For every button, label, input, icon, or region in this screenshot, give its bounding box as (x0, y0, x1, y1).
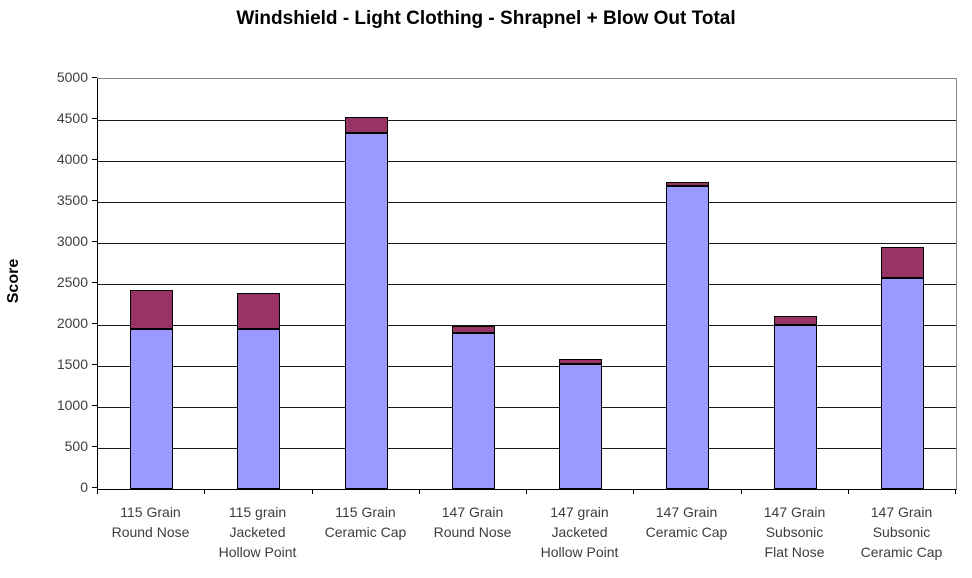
y-tick-label: 500 (64, 438, 88, 454)
bar-segment-maroon (237, 293, 280, 329)
y-axis-tick (92, 446, 97, 447)
x-axis-tick (955, 489, 956, 494)
y-axis-tick (92, 487, 97, 488)
y-tick-label: 5000 (56, 69, 88, 85)
bar-stack (237, 293, 280, 489)
y-axis-title: Score (5, 258, 22, 304)
x-category-label: 147 Grain Ceramic Cap (633, 502, 740, 542)
x-category-label-line: Round Nose (433, 524, 512, 540)
x-category-label-line: Subsonic (872, 524, 931, 540)
x-axis-tick (312, 489, 313, 494)
x-category-label-line: 147 Grain (655, 504, 718, 520)
y-tick-label: 2500 (56, 274, 88, 290)
y-axis-tick (92, 282, 97, 283)
bar-segment-blue (666, 186, 709, 489)
bar-stack (559, 359, 602, 489)
y-tick-label: 3500 (56, 192, 88, 208)
y-tick-label: 4000 (56, 151, 88, 167)
x-category-label-line: Flat Nose (764, 544, 825, 560)
gridline (98, 120, 956, 121)
y-axis-tick (92, 77, 97, 78)
bar-segment-blue (237, 329, 280, 489)
y-tick-label: 3000 (56, 233, 88, 249)
y-axis-tick (92, 364, 97, 365)
y-axis-tick (92, 405, 97, 406)
bar-segment-blue (452, 333, 495, 489)
x-category-label: 147 Grain Subsonic Ceramic Cap (848, 502, 955, 562)
gridline (98, 407, 956, 408)
bar-stack (345, 117, 388, 489)
gridline (98, 284, 956, 285)
bar-segment-blue (559, 364, 602, 489)
bar-segment-maroon (666, 182, 709, 186)
chart-title: Windshield - Light Clothing - Shrapnel +… (236, 8, 736, 29)
x-category-label-line: Hollow Point (540, 544, 619, 560)
x-category-label-line: 115 grain (228, 504, 287, 520)
bar-segment-maroon (774, 316, 817, 325)
bar-segment-maroon (345, 117, 388, 133)
x-category-label-line: Round Nose (111, 524, 190, 540)
x-axis-tick (633, 489, 634, 494)
x-category-label-line: Jacketed (551, 524, 608, 540)
y-tick-label: 2000 (56, 315, 88, 331)
x-axis-tick (204, 489, 205, 494)
x-category-label-line: 115 Grain (335, 504, 396, 520)
y-axis-tick (92, 159, 97, 160)
bar-stack (666, 181, 709, 489)
x-category-label-line: 147 grain (550, 504, 609, 520)
bar-stack (774, 316, 817, 489)
x-category-label-line: Jacketed (229, 524, 286, 540)
y-axis-tick (92, 323, 97, 324)
bar-segment-maroon (881, 247, 924, 278)
x-category-label: 147 grain Jacketed Hollow Point (526, 502, 633, 562)
x-category-label: 147 Grain Subsonic Flat Nose (741, 502, 848, 562)
bar-segment-maroon (452, 326, 495, 333)
bar-stack (452, 326, 495, 489)
plot-area (97, 78, 957, 490)
bar-segment-maroon (559, 359, 602, 364)
gridline (98, 161, 956, 162)
y-axis-tick (92, 200, 97, 201)
x-category-label-line: Ceramic Cap (645, 524, 728, 540)
x-axis-tick (526, 489, 527, 494)
x-axis-tick (419, 489, 420, 494)
x-category-label-line: 147 Grain (870, 504, 933, 520)
x-category-label-line: Hollow Point (218, 544, 297, 560)
gridline (98, 243, 956, 244)
gridline (98, 448, 956, 449)
x-category-label-line: 147 Grain (441, 504, 504, 520)
y-axis-tick (92, 118, 97, 119)
x-category-label: 115 grain Jacketed Hollow Point (204, 502, 311, 562)
y-tick-label: 1500 (56, 356, 88, 372)
gridline (98, 366, 956, 367)
y-axis-tick (92, 241, 97, 242)
bar-segment-blue (130, 329, 173, 489)
gridline (98, 325, 956, 326)
x-category-label-line: Ceramic Cap (860, 544, 943, 560)
bar-segment-blue (345, 133, 388, 489)
x-category-label: 115 Grain Ceramic Cap (312, 502, 419, 542)
y-tick-label: 0 (80, 479, 88, 495)
x-category-label-line: Subsonic (765, 524, 824, 540)
bar-segment-blue (774, 325, 817, 489)
x-category-label-line: Ceramic Cap (324, 524, 407, 540)
x-category-label-line: 115 Grain (120, 504, 181, 520)
x-axis-tick (741, 489, 742, 494)
gridline (98, 202, 956, 203)
y-tick-label: 4500 (56, 110, 88, 126)
bar-stack (881, 247, 924, 489)
bar-segment-blue (881, 278, 924, 489)
bar-segment-maroon (130, 290, 173, 329)
x-axis-tick (848, 489, 849, 494)
y-tick-label: 1000 (56, 397, 88, 413)
x-category-label: 115 Grain Round Nose (97, 502, 204, 542)
x-category-label: 147 Grain Round Nose (419, 502, 526, 542)
x-axis-tick (97, 489, 98, 494)
bar-stack (130, 290, 173, 489)
x-category-label-line: 147 Grain (763, 504, 826, 520)
